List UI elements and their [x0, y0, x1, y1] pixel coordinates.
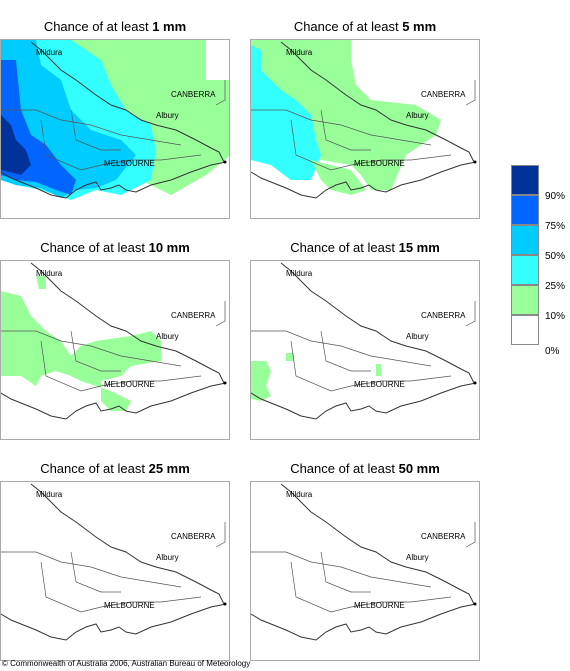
label-mildura: Mildura — [36, 269, 63, 278]
act-border — [215, 80, 226, 106]
map-50mm-svg: Mildura CANBERRA Albury MELBOURNE — [251, 483, 477, 641]
fill-10pct — [251, 361, 271, 401]
legend-label-0: 0% — [545, 346, 560, 357]
label-mildura: Mildura — [286, 48, 313, 57]
district-line-1 — [1, 109, 182, 146]
label-albury: Albury — [156, 553, 179, 562]
label-melbourne: MELBOURNE — [354, 159, 405, 168]
panel-title-10mm: Chance of at least 10 mm — [40, 240, 190, 255]
label-melbourne: MELBOURNE — [354, 380, 405, 389]
copyright: © Commonwealth of Australia 2006, Austra… — [2, 659, 251, 668]
label-melbourne: MELBOURNE — [104, 601, 155, 610]
fill-10pct-b — [286, 353, 294, 361]
marker-point — [223, 160, 227, 164]
legend-swatch-90 — [511, 165, 539, 195]
legend-label-50: 50% — [545, 251, 566, 262]
label-canberra: CANBERRA — [421, 90, 466, 99]
map-15mm-svg: Mildura CANBERRA Albury MELBOURNE — [251, 262, 477, 420]
label-melbourne: MELBOURNE — [104, 159, 155, 168]
legend-label-10: 10% — [545, 311, 566, 322]
fill-90pct — [1, 115, 31, 175]
label-mildura: Mildura — [286, 490, 313, 499]
district-line-2 — [40, 119, 202, 171]
legend-swatch-25 — [511, 255, 539, 285]
coastline — [1, 161, 227, 199]
label-albury: Albury — [406, 332, 429, 341]
legend: 90% 75% 50% 25% 10% 0% — [511, 165, 567, 360]
label-mildura: Mildura — [286, 269, 313, 278]
fill-10pct-c — [376, 364, 381, 376]
map-10mm-svg: Mildura CANBERRA Albury MELBOURNE — [1, 262, 227, 420]
fill-25pct — [251, 45, 321, 180]
map-1mm: Mildura CANBERRA Albury MELBOURNE — [0, 39, 230, 219]
district-line-3 — [70, 109, 121, 151]
map-1mm-svg: Mildura CANBERRA Albury MELBOURNE — [1, 40, 229, 200]
legend-swatch-0 — [511, 315, 539, 345]
map-15mm: Mildura CANBERRA Albury MELBOURNE — [250, 260, 480, 440]
label-canberra: CANBERRA — [421, 311, 466, 320]
map-5mm-svg: Mildura CANBERRA Albury MELBOURNE — [251, 40, 477, 199]
label-melbourne: MELBOURNE — [354, 601, 405, 610]
map-25mm: Mildura CANBERRA Albury MELBOURNE — [0, 481, 230, 661]
map-10mm: Mildura CANBERRA Albury MELBOURNE — [0, 260, 230, 440]
legend-label-90: 90% — [545, 191, 566, 202]
legend-swatch-10 — [511, 285, 539, 315]
label-mildura: Mildura — [36, 490, 63, 499]
panel-title-15mm: Chance of at least 15 mm — [290, 240, 440, 255]
label-melbourne: MELBOURNE — [104, 380, 155, 389]
fill-10pct-top — [36, 276, 46, 289]
label-albury: Albury — [406, 553, 429, 562]
legend-swatch-75 — [511, 195, 539, 225]
fill-10pct-b — [311, 160, 366, 195]
label-albury: Albury — [156, 332, 179, 341]
state-border — [30, 41, 225, 163]
map-50mm: Mildura CANBERRA Albury MELBOURNE — [250, 481, 480, 661]
map-25mm-svg: Mildura CANBERRA Albury MELBOURNE — [1, 483, 227, 641]
label-mildura: Mildura — [36, 48, 63, 57]
fill-10pct — [1, 291, 161, 411]
label-canberra: CANBERRA — [171, 90, 216, 99]
legend-swatch-50 — [511, 225, 539, 255]
label-canberra: CANBERRA — [171, 311, 216, 320]
map-5mm: Mildura CANBERRA Albury MELBOURNE — [250, 39, 480, 219]
panel-title-1mm: Chance of at least 1 mm — [43, 19, 187, 34]
panel-title-5mm: Chance of at least 5 mm — [293, 19, 437, 34]
legend-label-75: 75% — [545, 221, 566, 232]
label-canberra: CANBERRA — [421, 532, 466, 541]
label-albury: Albury — [156, 111, 179, 120]
label-albury: Albury — [406, 111, 429, 120]
panel-title-50mm: Chance of at least 50 mm — [290, 461, 440, 476]
legend-label-25: 25% — [545, 281, 566, 292]
label-canberra: CANBERRA — [171, 532, 216, 541]
panel-title-25mm: Chance of at least 25 mm — [40, 461, 190, 476]
